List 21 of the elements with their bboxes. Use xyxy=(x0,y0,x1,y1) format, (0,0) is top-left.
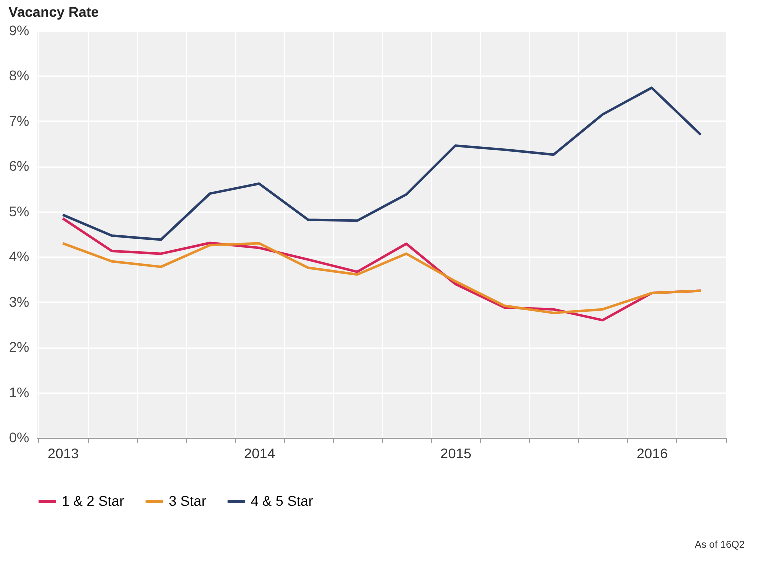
y-tick-label: 6% xyxy=(9,158,30,174)
line-series xyxy=(62,86,702,242)
legend-label: 3 Star xyxy=(169,492,207,509)
y-tick-label: 3% xyxy=(9,294,30,310)
y-tick-label: 0% xyxy=(9,430,30,446)
y-tick-label: 1% xyxy=(9,384,30,400)
x-tick-label: 2013 xyxy=(48,446,80,462)
x-tick-label: 2014 xyxy=(244,446,276,462)
y-tick-label: 9% xyxy=(9,22,30,38)
chart-title: Vacancy Rate xyxy=(8,4,100,20)
y-tick-label: 5% xyxy=(9,203,30,220)
legend-label: 4 & 5 Star xyxy=(251,492,314,509)
line-series xyxy=(62,242,702,314)
y-tick-label: 7% xyxy=(9,112,30,129)
y-tick-label: 4% xyxy=(9,248,30,265)
y-tick-label: 8% xyxy=(9,68,30,84)
y-tick-label: 2% xyxy=(9,339,30,356)
x-tick-label: 2015 xyxy=(440,446,472,462)
legend-label: 1 & 2 Star xyxy=(62,492,125,509)
x-tick-label: 2016 xyxy=(636,446,668,462)
text: As of 16Q2 xyxy=(694,540,745,551)
